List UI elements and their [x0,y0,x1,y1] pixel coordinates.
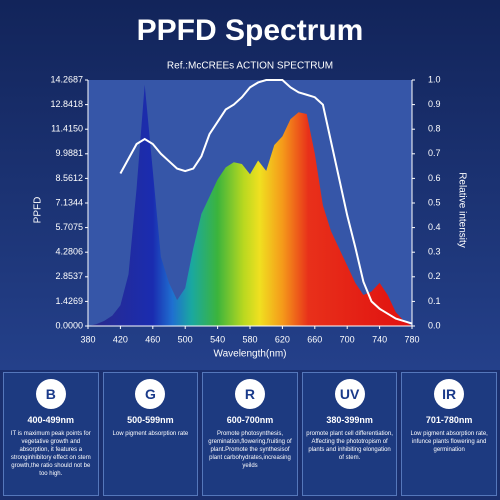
info-card: G 500-599nm Low pigment absorption rate [102,372,199,496]
y-tick-label: 9.9881 [55,148,83,158]
x-tick-label: 420 [113,334,128,344]
card-text: IT is maximum peak points for vegetative… [10,431,91,478]
card-range: 701-780nm [425,415,473,425]
cards: B 400-499nm IT is maximum peak points for … [3,372,497,496]
info-card: UV 380-399nm promote plant cell differenti… [301,372,398,496]
info-card: R 600-700nm Promote photosynthesis, gremin… [202,372,298,496]
y2-tick-label: 0.8 [428,124,441,134]
chart-subtitle: Ref.:McCREEs ACTION SPECTRUM [167,61,333,72]
y-tick-label: 8.5612 [55,173,83,183]
y2-tick-label: 0.2 [428,271,441,281]
card-letter: IR [434,379,465,409]
x-tick-label: 540 [210,334,225,344]
y-axis-label: PPFD [33,197,44,224]
card-range: 380-399nm [326,415,373,425]
y-tick-label: 12.8418 [50,99,83,109]
x-tick-label: 380 [80,334,95,344]
card-text: Low pigment absorption rate [112,431,189,437]
x-tick-label: 500 [178,334,193,344]
info-card: IR 701-780nm Low pigment absorption rate, … [401,372,497,496]
y-tick-label: 7.1344 [55,197,83,207]
ppfd-area [88,84,412,326]
x-tick-label: 580 [242,334,257,344]
y2-tick-label: 0.3 [428,247,441,257]
y-tick-label: 11.4150 [51,124,83,134]
card-text: Low pigment absorption rate, infunce pla… [410,431,488,454]
y2-tick-label: 0.4 [428,222,441,232]
y2-axis-label: Relative intensity [456,172,467,248]
y-tick-label: 5.7075 [55,222,83,232]
y-tick-label: 14.2687 [50,74,83,84]
y-tick-label: 0.0000 [55,320,83,330]
y2-tick-label: 0.7 [428,148,441,158]
y2-tick-label: 0.0 [428,320,441,330]
x-tick-label: 780 [404,334,419,344]
card-text: Promote photosynthesis, gremination,flow… [208,431,292,470]
y-tick-label: 4.2806 [55,247,83,257]
y-tick-label: 2.8537 [55,271,83,281]
y2-tick-label: 0.1 [428,296,441,306]
x-tick-label: 740 [372,334,387,344]
card-range: 500-599nm [127,415,174,425]
relative-intensity-line [119,79,413,325]
x-axis-label: Wavelength(nm) [214,349,287,360]
card-letter: R [234,379,265,409]
card-letter: B [35,379,66,409]
y2-tick-label: 0.6 [428,173,441,183]
chart: PPFD Spectrum Ref.:McCREEs ACTION SPECTR… [0,0,500,370]
chart-title: PPFD Spectrum [137,14,364,47]
card-letter: G [135,379,166,409]
card-text: promote plant cell differentiation, Affe… [306,431,393,462]
info-card: B 400-499nm IT is maximum peak points for … [3,372,99,496]
card-range: 600-700nm [226,415,274,425]
x-tick-label: 620 [275,334,290,344]
y2-tick-label: 0.5 [428,197,441,207]
y2-tick-label: 0.9 [428,99,441,109]
y2-tick-label: 1.0 [428,74,441,84]
y-tick-label: 1.4269 [55,296,83,306]
x-tick-label: 700 [340,334,355,344]
card-letter: UV [334,379,365,409]
card-range: 400-499nm [27,415,75,425]
x-tick-label: 460 [145,334,160,344]
x-tick-label: 660 [307,334,322,344]
